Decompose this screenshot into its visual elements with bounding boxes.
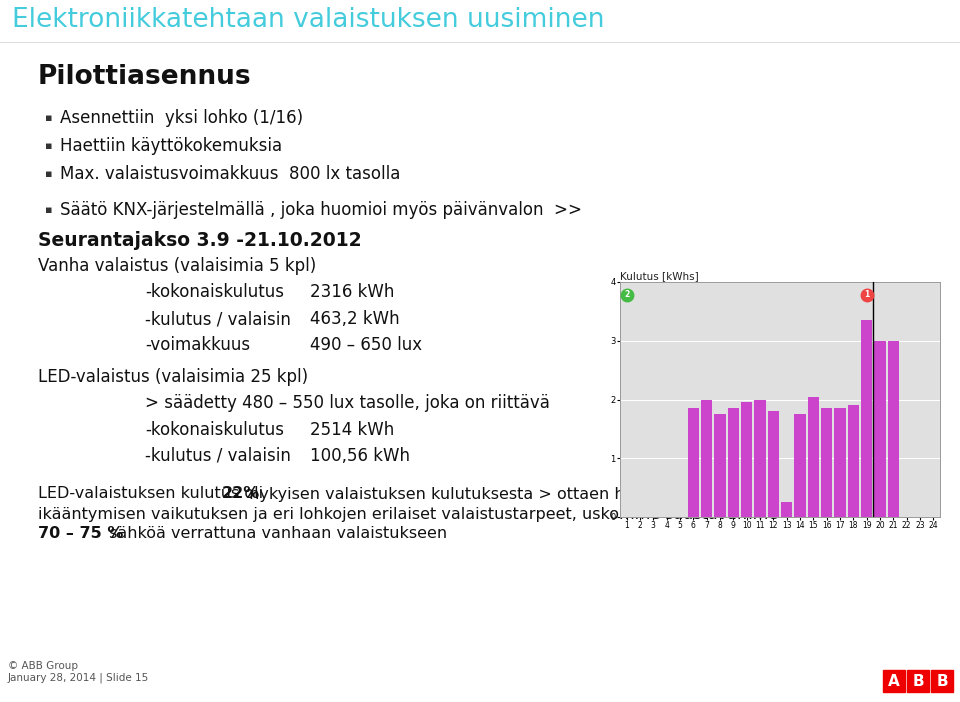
Text: ▪: ▪ bbox=[45, 141, 53, 151]
Text: sähköä verrattuna vanhaan valaistukseen: sähköä verrattuna vanhaan valaistukseen bbox=[104, 526, 446, 541]
Bar bbox=[781, 503, 792, 517]
Text: 1: 1 bbox=[864, 291, 870, 300]
Text: A: A bbox=[888, 673, 900, 689]
Text: -kokonaiskulutus: -kokonaiskulutus bbox=[145, 421, 284, 439]
Text: Haettiin käyttökokemuksia: Haettiin käyttökokemuksia bbox=[60, 137, 282, 155]
Text: -kulutus / valaisin: -kulutus / valaisin bbox=[145, 310, 291, 328]
Text: 100,56 kWh: 100,56 kWh bbox=[310, 447, 410, 465]
Text: Säätö KNX-järjestelmällä , joka huomioi myös päivänvalon  >>: Säätö KNX-järjestelmällä , joka huomioi … bbox=[60, 201, 582, 219]
Text: Asennettiin  yksi lohko (1/16): Asennettiin yksi lohko (1/16) bbox=[60, 109, 303, 127]
Bar bbox=[888, 340, 899, 517]
Bar bbox=[714, 414, 726, 517]
Bar bbox=[701, 399, 712, 517]
Bar bbox=[861, 320, 873, 517]
Text: -kokonaiskulutus: -kokonaiskulutus bbox=[145, 283, 284, 301]
Text: © ABB Group
January 28, 2014 | Slide 15: © ABB Group January 28, 2014 | Slide 15 bbox=[8, 661, 149, 683]
Bar bbox=[875, 340, 886, 517]
Text: B: B bbox=[936, 673, 948, 689]
Text: ▪: ▪ bbox=[45, 113, 53, 123]
Bar bbox=[848, 405, 859, 517]
Text: 22%: 22% bbox=[222, 486, 260, 501]
Bar bbox=[741, 402, 753, 517]
Text: 490 – 650 lux: 490 – 650 lux bbox=[310, 336, 422, 354]
Text: LED-valaistus (valaisimia 25 kpl): LED-valaistus (valaisimia 25 kpl) bbox=[38, 368, 308, 386]
Bar bbox=[883, 670, 905, 692]
Text: -kulutus / valaisin: -kulutus / valaisin bbox=[145, 447, 291, 465]
Text: nykyisen valaistuksen kulutuksesta > ottaen huomioon: nykyisen valaistuksen kulutuksesta > ott… bbox=[244, 486, 694, 501]
Text: LED-valaistuksen kulutus oli: LED-valaistuksen kulutus oli bbox=[38, 486, 268, 501]
Bar bbox=[794, 414, 805, 517]
Bar bbox=[687, 409, 699, 517]
Text: Pilottiasennus: Pilottiasennus bbox=[38, 64, 252, 90]
Bar bbox=[768, 411, 779, 517]
Bar bbox=[821, 409, 832, 517]
Bar bbox=[755, 399, 766, 517]
Text: 2316 kWh: 2316 kWh bbox=[310, 283, 395, 301]
Bar bbox=[834, 409, 846, 517]
Text: 463,2 kWh: 463,2 kWh bbox=[310, 310, 399, 328]
Text: 2: 2 bbox=[624, 291, 630, 300]
Bar bbox=[931, 670, 953, 692]
Text: -voimakkuus: -voimakkuus bbox=[145, 336, 251, 354]
Text: Kulutus [kWhs]: Kulutus [kWhs] bbox=[620, 271, 699, 282]
Bar bbox=[807, 397, 819, 517]
Text: ikääntymisen vaikutuksen ja eri lohkojen erilaiset valaistustarpeet, uskomme sää: ikääntymisen vaikutuksen ja eri lohkojen… bbox=[38, 507, 779, 522]
Text: Elektroniikkatehtaan valaistuksen uusiminen: Elektroniikkatehtaan valaistuksen uusimi… bbox=[12, 7, 605, 33]
Text: Seurantajakso 3.9 -21.10.2012: Seurantajakso 3.9 -21.10.2012 bbox=[38, 230, 362, 249]
Text: > säädetty 480 – 550 lux tasolle, joka on riittävä: > säädetty 480 – 550 lux tasolle, joka o… bbox=[145, 394, 550, 412]
Text: ▪: ▪ bbox=[45, 205, 53, 215]
Text: Vanha valaistus (valaisimia 5 kpl): Vanha valaistus (valaisimia 5 kpl) bbox=[38, 257, 316, 275]
Text: 2514 kWh: 2514 kWh bbox=[310, 421, 395, 439]
Bar bbox=[728, 409, 739, 517]
Text: 70 – 75 %: 70 – 75 % bbox=[38, 526, 124, 541]
Text: ▪: ▪ bbox=[45, 169, 53, 179]
Text: Max. valaistusvoimakkuus  800 lx tasolla: Max. valaistusvoimakkuus 800 lx tasolla bbox=[60, 165, 400, 183]
Bar bbox=[907, 670, 929, 692]
Text: B: B bbox=[912, 673, 924, 689]
